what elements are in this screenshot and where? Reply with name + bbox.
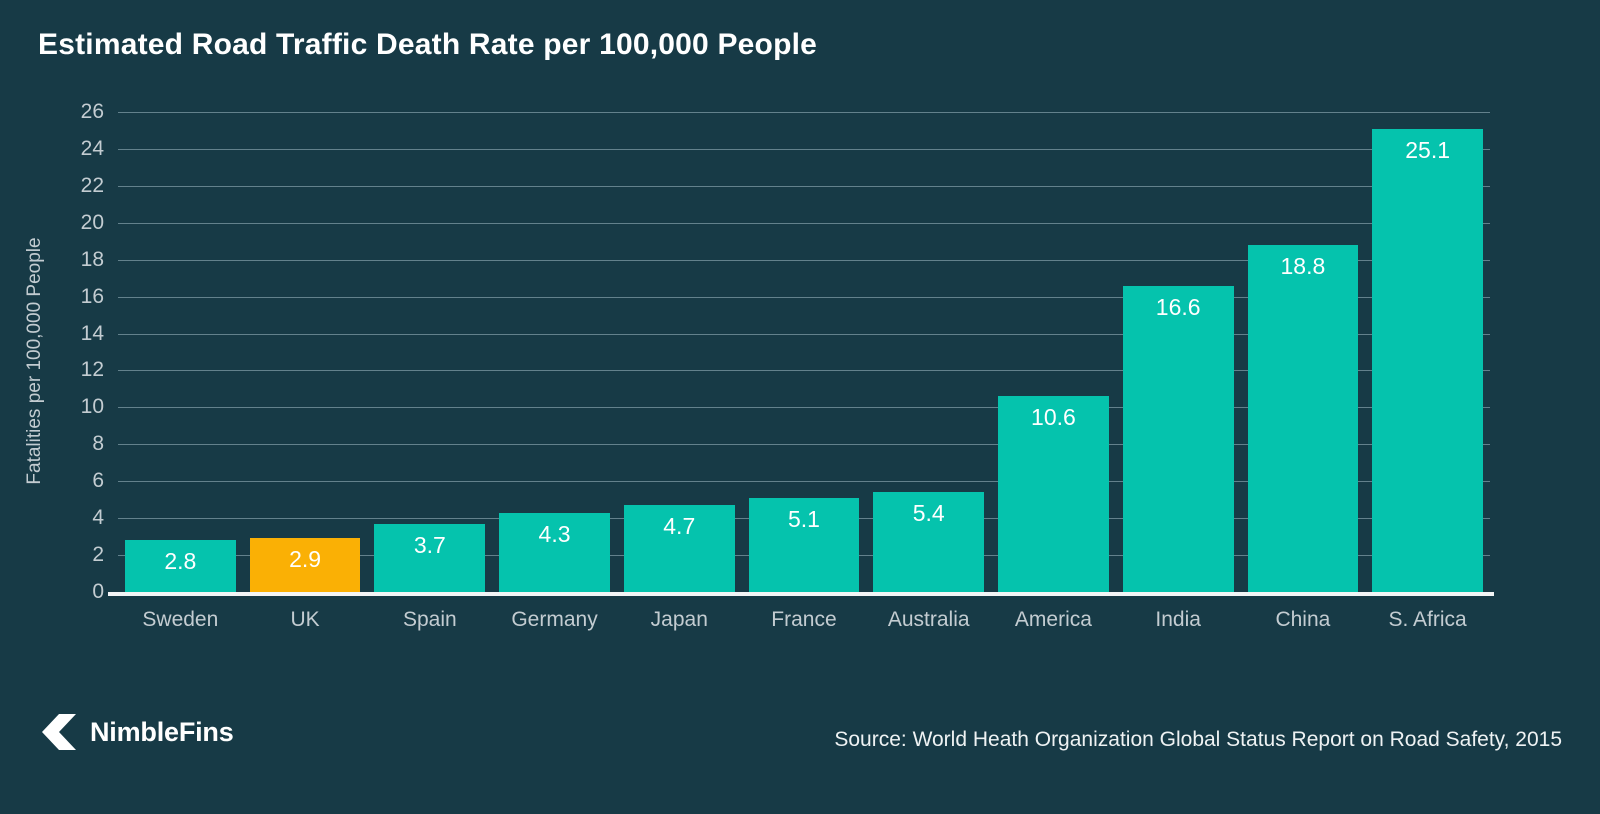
x-axis-category-label: Sweden: [142, 608, 219, 631]
x-axis-category-label: Japan: [650, 608, 708, 631]
source-note: Source: World Heath Organization Global …: [834, 728, 1562, 751]
bar-group: 10.6 America: [991, 112, 1116, 631]
y-axis-tick-label: 16: [80, 284, 104, 308]
gridline: [118, 370, 1490, 372]
bar-group: 2.9 UK: [243, 112, 368, 631]
gridline: [118, 481, 1490, 483]
bar[interactable]: 16.6: [1122, 285, 1234, 592]
x-axis-category-label: S. Africa: [1388, 608, 1467, 631]
nimblefins-logo[interactable]: NimbleFins: [42, 714, 234, 750]
bar-group: 25.1 S. Africa: [1365, 112, 1490, 631]
bar-group: 16.6 India: [1116, 112, 1241, 631]
y-axis-tick-label: 26: [80, 100, 104, 123]
y-axis-tick-label: 18: [80, 247, 104, 271]
gridline: [118, 222, 1490, 224]
bar-value-label: 5.4: [912, 500, 945, 527]
gridline: [118, 148, 1490, 150]
x-axis-category-label: Spain: [402, 608, 457, 631]
bar-value-label: 2.9: [289, 546, 322, 573]
gridline: [118, 296, 1490, 298]
bar-group: 4.7 Japan: [617, 112, 742, 631]
bar-value-label: 10.6: [1031, 404, 1076, 431]
x-axis-category-label: India: [1155, 608, 1201, 631]
bar[interactable]: 2.8: [125, 540, 236, 592]
y-axis-tick-label: 10: [80, 395, 104, 419]
y-axis-tick-label: 12: [80, 358, 104, 382]
x-axis-category-label: China: [1275, 608, 1331, 631]
bar-value-label: 4.3: [538, 520, 571, 547]
gridline: [118, 259, 1490, 261]
y-axis-tick-label: 14: [80, 321, 104, 345]
bar-value-label: 3.7: [413, 531, 446, 558]
gridline: [118, 444, 1490, 446]
bar[interactable]: 25.1: [1372, 128, 1483, 592]
y-axis-tick-label: 22: [80, 173, 104, 197]
gridline: [118, 185, 1490, 187]
bar[interactable]: 3.7: [374, 523, 486, 592]
left-chevron-icon: [42, 714, 76, 750]
x-axis-category-label: America: [1014, 608, 1092, 631]
bar-value-label: 5.1: [787, 505, 820, 532]
chart-title: Estimated Road Traffic Death Rate per 10…: [38, 28, 818, 61]
bar[interactable]: 4.7: [623, 505, 735, 592]
x-axis-category-label: France: [771, 608, 837, 631]
y-axis-tick-label: 4: [92, 506, 104, 530]
bar[interactable]: 4.3: [499, 512, 610, 592]
bar-group: 4.3 Germany: [492, 112, 617, 631]
bar[interactable]: 10.6: [998, 396, 1109, 592]
y-axis-tick-label: 2: [92, 543, 104, 567]
y-axis-tick-label: 20: [80, 210, 104, 234]
plot-area: 0 2 4 6 8 10 12 14 16 18 20 22 24 26 2.8 Sweden 2.9 UK 3.…: [81, 100, 1494, 631]
bar-group: 5.4 Australia: [866, 112, 991, 631]
y-axis-tick-label: 24: [80, 136, 104, 160]
bar-value-label: 16.6: [1155, 293, 1201, 320]
bar-group: 5.1 France: [742, 112, 867, 631]
y-axis-tick-label: 8: [92, 432, 104, 456]
bar[interactable]: 5.4: [873, 492, 985, 592]
x-axis-category-label: Australia: [887, 608, 970, 631]
bar-group: 3.7 Spain: [367, 112, 492, 631]
bar-value-label: 18.8: [1280, 252, 1326, 279]
x-axis-line: [108, 592, 1494, 596]
bar-value-label: 4.7: [663, 513, 696, 540]
bar-value-label: 2.8: [164, 548, 197, 575]
x-axis-category-label: UK: [290, 608, 320, 631]
bar[interactable]: 18.8: [1247, 244, 1359, 592]
bar-value-label: 25.1: [1405, 136, 1450, 163]
bar-group: 2.8 Sweden: [118, 112, 243, 631]
y-axis-tick-label: 6: [92, 469, 104, 493]
y-axis-tick-label: 0: [92, 580, 104, 603]
gridline: [118, 333, 1490, 335]
gridline: [118, 407, 1490, 409]
x-axis-category-label: Germany: [511, 608, 598, 631]
gridline: [118, 112, 1490, 113]
bar[interactable]: 2.9: [249, 538, 361, 592]
bar[interactable]: 5.1: [748, 497, 860, 592]
bar-group: 18.8 China: [1241, 112, 1366, 631]
logo-wordmark: NimbleFins: [90, 716, 234, 747]
